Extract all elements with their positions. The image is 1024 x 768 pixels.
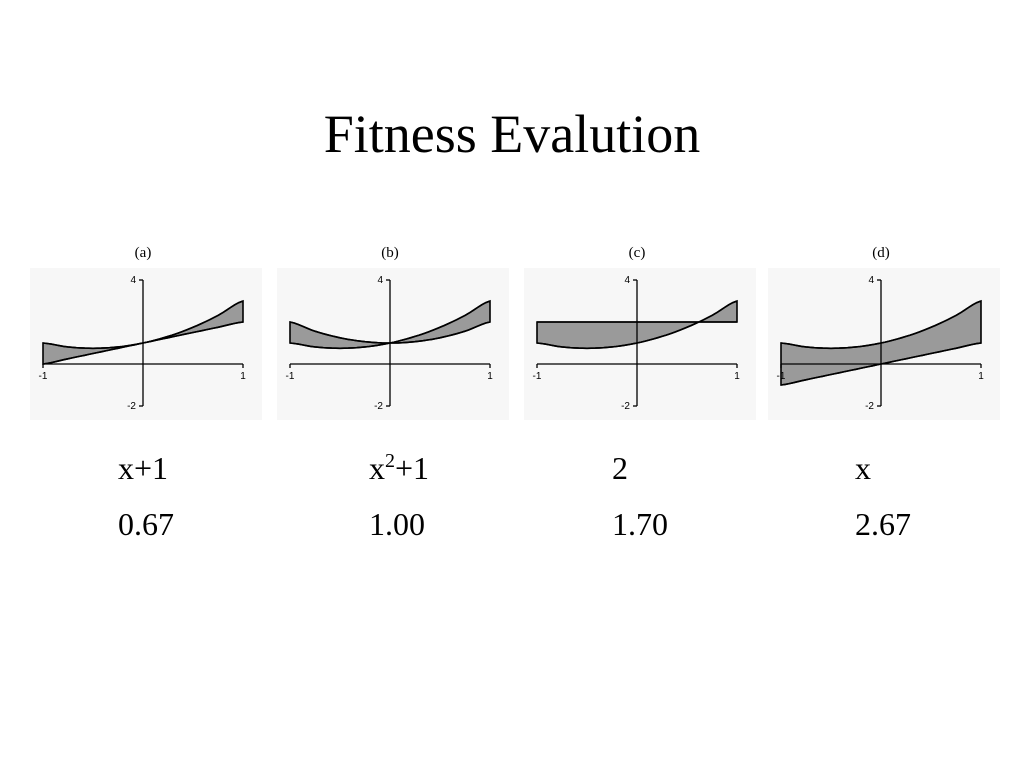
y-tick-label: 4 [130,275,136,286]
panel-a: (a) -1 1 4 -2 [30,240,262,420]
x-tick-label: -1 [39,371,48,382]
y-tick-label: -2 [865,401,874,412]
chart-svg: (c) -1 1 4 -2 [524,245,756,420]
x-tick-label: 1 [240,371,246,382]
plot-background [30,268,262,420]
y-tick-label: -2 [374,401,383,412]
x-tick-label: 1 [734,371,740,382]
x-tick-label: -1 [286,371,295,382]
panel-label: (d) [872,245,890,261]
chart-svg: (d) -1 1 4 -2 [768,245,1000,420]
expression-b: x2+1 [369,450,430,486]
panel-label: (a) [135,245,152,261]
y-tick-label: -2 [127,401,136,412]
expression-a: x+1 [118,450,169,486]
fitness-c: 1.70 [612,506,668,542]
panel-b: (b) -1 1 4 -2 [277,240,509,420]
x-tick-label: 1 [978,371,984,382]
panel-label: (c) [629,245,646,261]
y-tick-label: 4 [624,275,630,286]
panel-label: (b) [381,245,399,261]
chart-svg: (a) -1 1 4 -2 [30,245,262,420]
chart-svg: (b) -1 1 4 -2 [277,245,509,420]
panel-c: (c) -1 1 4 -2 [524,240,756,420]
fitness-b: 1.00 [369,506,425,542]
y-tick-label: 4 [868,275,874,286]
fitness-d: 2.67 [855,506,911,542]
fitness-a: 0.67 [118,506,174,542]
slide-title: Fitness Evalution [323,104,701,164]
expression-d: x [855,450,871,486]
panel-d: (d) -1 1 4 -2 [768,240,1000,420]
y-tick-label: 4 [377,275,383,286]
x-tick-label: -1 [533,371,542,382]
x-tick-label: -1 [777,371,786,382]
expression-c: 2 [612,450,628,486]
y-tick-label: -2 [621,401,630,412]
x-tick-label: 1 [487,371,493,382]
